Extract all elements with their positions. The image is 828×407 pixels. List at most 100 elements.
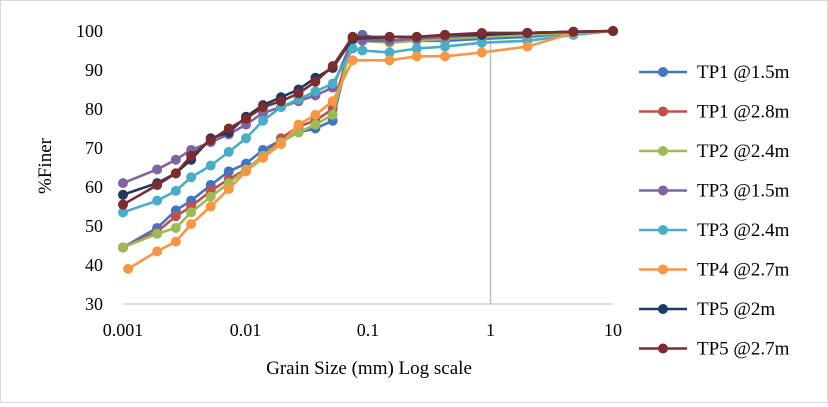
data-point: [293, 119, 304, 130]
x-tick-label: 10: [604, 320, 622, 340]
legend-item: TP3 @1.5m: [639, 181, 790, 202]
data-point: [258, 102, 269, 113]
data-point: [476, 37, 487, 48]
data-point: [170, 154, 181, 165]
x-tick-label: 0.001: [103, 320, 144, 340]
x-tick-label: 0.1: [357, 320, 380, 340]
data-point: [522, 41, 533, 52]
data-point: [118, 207, 128, 218]
data-point: [241, 166, 252, 177]
data-point: [384, 47, 395, 58]
data-point: [347, 43, 358, 54]
data-point: [152, 246, 163, 257]
legend-label: TP2 @2.4m: [697, 141, 790, 162]
data-point: [293, 127, 304, 138]
data-point: [170, 168, 181, 179]
legend-swatch-marker: [658, 304, 668, 314]
data-point: [170, 236, 181, 247]
series-line: [122, 29, 614, 249]
series-6: [123, 26, 618, 274]
y-axis-title: %Finer: [35, 137, 56, 194]
x-axis-title: Grain Size (mm) Log scale: [266, 358, 472, 379]
legend-item: TP3 @2.4m: [639, 220, 790, 241]
legend-swatch-marker: [658, 67, 668, 77]
y-tick-label: 70: [85, 138, 103, 158]
data-point: [205, 160, 216, 171]
tick-labels: 0.001 0.01 0.1 1 10 30 40 50 60 70 80 90 100: [76, 21, 622, 340]
data-point: [123, 263, 134, 274]
y-tick-label: 90: [85, 60, 103, 80]
legend-label: TP1 @1.5m: [697, 62, 790, 83]
legend-swatch-marker: [658, 264, 668, 275]
data-point: [310, 86, 321, 97]
data-point: [439, 41, 450, 52]
data-point: [186, 172, 197, 183]
data-point: [223, 146, 234, 157]
data-point: [327, 61, 338, 72]
data-point: [118, 189, 128, 200]
legend-item: TP1 @1.5m: [639, 62, 790, 83]
data-point: [411, 31, 422, 42]
data-point: [293, 88, 304, 99]
y-tick-label: 60: [85, 177, 103, 197]
x-tick-label: 0.01: [230, 320, 262, 340]
data-point: [241, 113, 252, 124]
data-point: [258, 152, 269, 163]
legend-label: TP3 @1.5m: [697, 181, 790, 202]
legend-item: TP4 @2.7m: [639, 260, 790, 281]
data-point: [186, 207, 197, 218]
series-line: [122, 29, 614, 197]
series-line: [122, 29, 614, 185]
data-point: [310, 76, 321, 87]
data-point: [476, 27, 487, 38]
data-point: [327, 78, 338, 89]
x-tick-label: 1: [486, 320, 495, 340]
data-point: [384, 31, 395, 42]
series-line: [122, 29, 614, 249]
legend-swatch-marker: [658, 146, 668, 156]
data-point: [608, 26, 618, 36]
legend-item: TP1 @2.8m: [639, 102, 790, 123]
data-point: [276, 139, 287, 150]
y-tick-label: 40: [85, 255, 103, 275]
data-point: [411, 51, 422, 62]
data-point: [347, 55, 358, 66]
data-point: [205, 201, 216, 212]
data-point: [439, 29, 450, 40]
data-point: [170, 185, 181, 196]
data-point: [152, 164, 163, 175]
legend: TP1 @1.5m TP1 @2.8m TP2 @2.4m TP3 @1.5m TP3 …: [639, 62, 790, 360]
series-3: [118, 26, 618, 253]
legend-swatch-marker: [658, 225, 668, 235]
y-tick-label: 80: [85, 99, 103, 119]
data-point: [152, 195, 163, 206]
data-point: [568, 26, 579, 37]
legend-item: TP5 @2m: [639, 299, 775, 320]
data-point: [118, 242, 128, 253]
data-point: [276, 96, 287, 107]
data-point: [118, 178, 128, 189]
data-point: [205, 135, 216, 146]
data-point: [170, 211, 181, 222]
series-line: [122, 29, 614, 206]
data-point: [411, 43, 422, 54]
series-line: [122, 29, 614, 214]
data-point: [152, 180, 163, 191]
data-point: [186, 150, 197, 161]
data-point: [310, 109, 321, 120]
data-point: [223, 166, 234, 177]
legend-label: TP5 @2m: [697, 299, 775, 320]
data-point: [258, 115, 269, 126]
data-point: [223, 123, 234, 134]
data-point: [439, 51, 450, 62]
data-point: [223, 183, 234, 194]
series-line: [122, 29, 614, 249]
legend-label: TP3 @2.4m: [697, 220, 790, 241]
legend-item: TP5 @2.7m: [639, 339, 790, 360]
data-point: [327, 109, 338, 120]
data-point: [476, 47, 487, 58]
data-point: [357, 45, 368, 56]
series-8: [118, 26, 618, 210]
